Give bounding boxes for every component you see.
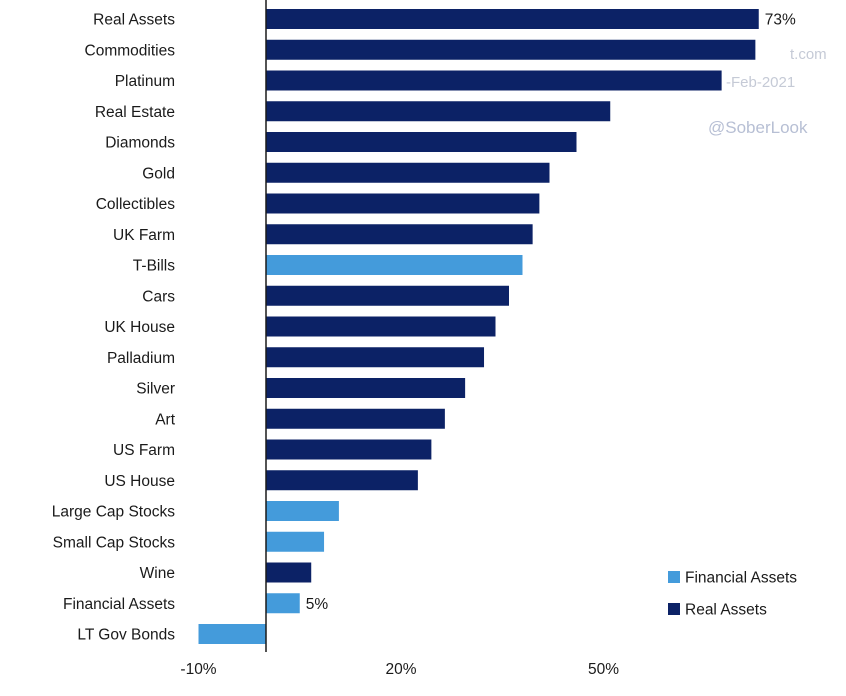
category-label-t-bills: T-Bills xyxy=(133,258,175,275)
category-label-gold: Gold xyxy=(142,165,175,182)
x-axis-ticks: -10% 20% 50% xyxy=(180,661,619,678)
bar-real-assets xyxy=(266,9,759,29)
bar-silver xyxy=(266,378,466,398)
bar-us-house xyxy=(266,470,418,491)
category-label-uk-farm: UK Farm xyxy=(113,227,175,244)
category-label-small-cap-stocks: Small Cap Stocks xyxy=(53,534,176,551)
watermark-date: -Feb-2021 xyxy=(726,74,795,91)
category-label-us-house: US House xyxy=(104,473,175,490)
bar-platinum xyxy=(266,70,722,91)
category-label-platinum: Platinum xyxy=(115,73,175,90)
category-label-palladium: Palladium xyxy=(107,350,175,367)
bar-uk-house xyxy=(266,316,496,337)
x-tick-label: 50% xyxy=(588,661,619,678)
bar-art xyxy=(266,408,445,429)
data-label-financial-assets: 5% xyxy=(306,596,329,613)
bar-real-estate xyxy=(266,101,611,122)
bar-diamonds xyxy=(266,132,577,152)
bar-lt-gov-bonds xyxy=(198,624,266,644)
bar-gold xyxy=(266,162,550,183)
category-label-large-cap-stocks: Large Cap Stocks xyxy=(52,504,175,521)
x-tick-label: 20% xyxy=(385,661,416,678)
bar-wine xyxy=(266,562,312,583)
category-labels: Real Assets Commodities Platinum Real Estat… xyxy=(52,12,176,644)
bar-uk-farm xyxy=(266,224,533,245)
bar-us-farm xyxy=(266,439,432,460)
category-label-real-estate: Real Estate xyxy=(95,104,175,121)
category-label-uk-house: UK House xyxy=(104,319,175,336)
category-label-lt-gov-bonds: LT Gov Bonds xyxy=(77,627,175,644)
bar-commodities xyxy=(266,39,756,60)
bar-small-cap-stocks xyxy=(266,531,325,552)
category-label-financial-assets: Financial Assets xyxy=(63,596,175,613)
legend-label-real: Real Assets xyxy=(685,602,767,619)
bar-large-cap-stocks xyxy=(266,501,339,521)
legend: Financial Assets Real Assets xyxy=(668,570,797,619)
bars-layer: 73% 5% xyxy=(198,9,796,644)
bar-palladium xyxy=(266,347,485,368)
watermark-handle: @SoberLook xyxy=(708,118,808,137)
bar-cars xyxy=(266,285,509,306)
category-label-commodities: Commodities xyxy=(85,42,176,59)
category-label-art: Art xyxy=(155,411,176,428)
legend-swatch-real xyxy=(668,603,680,615)
legend-swatch-financial xyxy=(668,571,680,583)
bar-collectibles xyxy=(266,193,540,214)
category-label-real-assets: Real Assets xyxy=(93,12,175,29)
watermark-layer: t.com -Feb-2021 @SoberLook xyxy=(708,46,827,137)
bar-financial-assets xyxy=(266,593,300,614)
x-tick-label: -10% xyxy=(180,661,216,678)
category-label-cars: Cars xyxy=(142,288,175,305)
category-label-silver: Silver xyxy=(136,381,175,398)
category-label-diamonds: Diamonds xyxy=(105,135,175,152)
category-label-us-farm: US Farm xyxy=(113,442,175,459)
watermark-site: t.com xyxy=(790,46,827,63)
category-label-collectibles: Collectibles xyxy=(96,196,176,213)
category-label-wine: Wine xyxy=(140,565,175,582)
data-label-real-assets: 73% xyxy=(765,12,796,29)
bar-t-bills xyxy=(266,255,523,275)
legend-label-financial: Financial Assets xyxy=(685,570,797,587)
